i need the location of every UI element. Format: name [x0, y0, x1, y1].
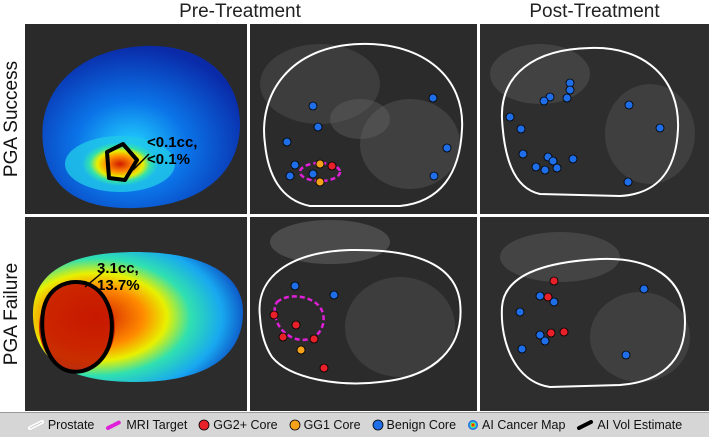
- ai-vol-failure-value: 3.1cc,: [97, 260, 139, 277]
- red-dot: [198, 419, 210, 431]
- ai-cancer-map-success: <0.1cc, <0.1%: [25, 24, 247, 214]
- legend-item-benign-core: Benign Core: [372, 418, 456, 432]
- legend-item-prostate: Prostate: [27, 418, 94, 432]
- legend-item-ai-cancer-map: AI Cancer Map: [467, 418, 565, 432]
- black-outline-swatch: [577, 420, 594, 430]
- row-label-failure: PGA Failure: [1, 262, 22, 366]
- column-header-post-treatment: Post-Treatment: [529, 1, 660, 22]
- mri-post-treatment-success: [480, 24, 709, 214]
- legend-item-gg1-core: GG1 Core: [289, 418, 361, 432]
- mri-pre-treatment-success: [250, 24, 477, 214]
- blue-dot: [372, 419, 383, 431]
- legend: Prostate MRI Target GG2+ Core GG1 Core B…: [0, 412, 709, 437]
- ai-vol-success-percent: <0.1%: [147, 151, 190, 168]
- legend-item-mri-target: MRI Target: [105, 418, 187, 432]
- ai-cancer-map-failure: 3.1cc, 13.7%: [25, 217, 247, 411]
- legend-item-ai-vol-estimate: AI Vol Estimate: [576, 418, 682, 432]
- mri-target-swatch: [106, 420, 123, 430]
- mri-post-treatment-failure: [480, 217, 709, 411]
- column-header-pre-treatment: Pre-Treatment: [179, 1, 301, 22]
- ai-vol-failure-percent: 13.7%: [97, 277, 140, 294]
- mri-pre-treatment-failure: [250, 217, 477, 411]
- orange-dot: [289, 419, 300, 431]
- row-label-success: PGA Success: [1, 60, 23, 178]
- ai-vol-success-value: <0.1cc,: [147, 134, 197, 151]
- prostate-outline-swatch: [27, 420, 44, 430]
- legend-item-gg2-core: GG2+ Core: [198, 418, 278, 432]
- colormap-dot: [468, 420, 479, 430]
